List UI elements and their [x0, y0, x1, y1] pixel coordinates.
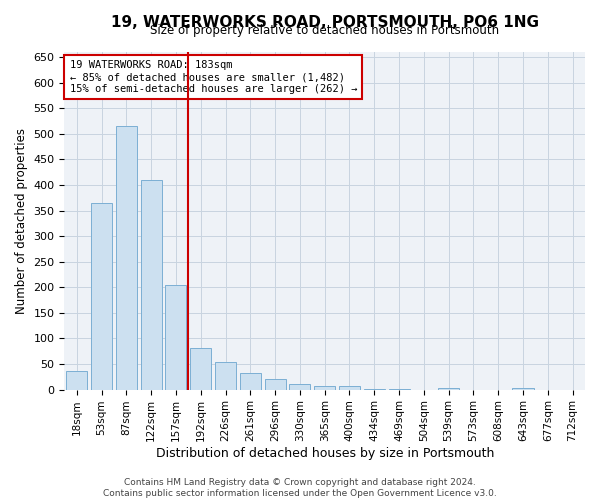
Bar [438, 388, 459, 390]
Text: Size of property relative to detached houses in Portsmouth: Size of property relative to detached ho… [150, 24, 499, 37]
Bar [265, 380, 286, 390]
Bar [190, 348, 211, 390]
Bar [91, 203, 112, 390]
X-axis label: Distribution of detached houses by size in Portsmouth: Distribution of detached houses by size … [155, 447, 494, 460]
Bar [116, 126, 137, 390]
Bar [215, 362, 236, 390]
Y-axis label: Number of detached properties: Number of detached properties [15, 128, 28, 314]
Bar [389, 389, 410, 390]
Bar [66, 370, 88, 390]
Bar [339, 386, 360, 390]
Bar [512, 388, 533, 390]
Text: Contains HM Land Registry data © Crown copyright and database right 2024.
Contai: Contains HM Land Registry data © Crown c… [103, 478, 497, 498]
Bar [240, 372, 261, 390]
Bar [314, 386, 335, 390]
Text: 19 WATERWORKS ROAD: 183sqm
← 85% of detached houses are smaller (1,482)
15% of s: 19 WATERWORKS ROAD: 183sqm ← 85% of deta… [70, 60, 357, 94]
Bar [140, 180, 162, 390]
Bar [364, 389, 385, 390]
Title: 19, WATERWORKS ROAD, PORTSMOUTH, PO6 1NG: 19, WATERWORKS ROAD, PORTSMOUTH, PO6 1NG [111, 15, 539, 30]
Bar [166, 284, 187, 390]
Bar [289, 384, 310, 390]
